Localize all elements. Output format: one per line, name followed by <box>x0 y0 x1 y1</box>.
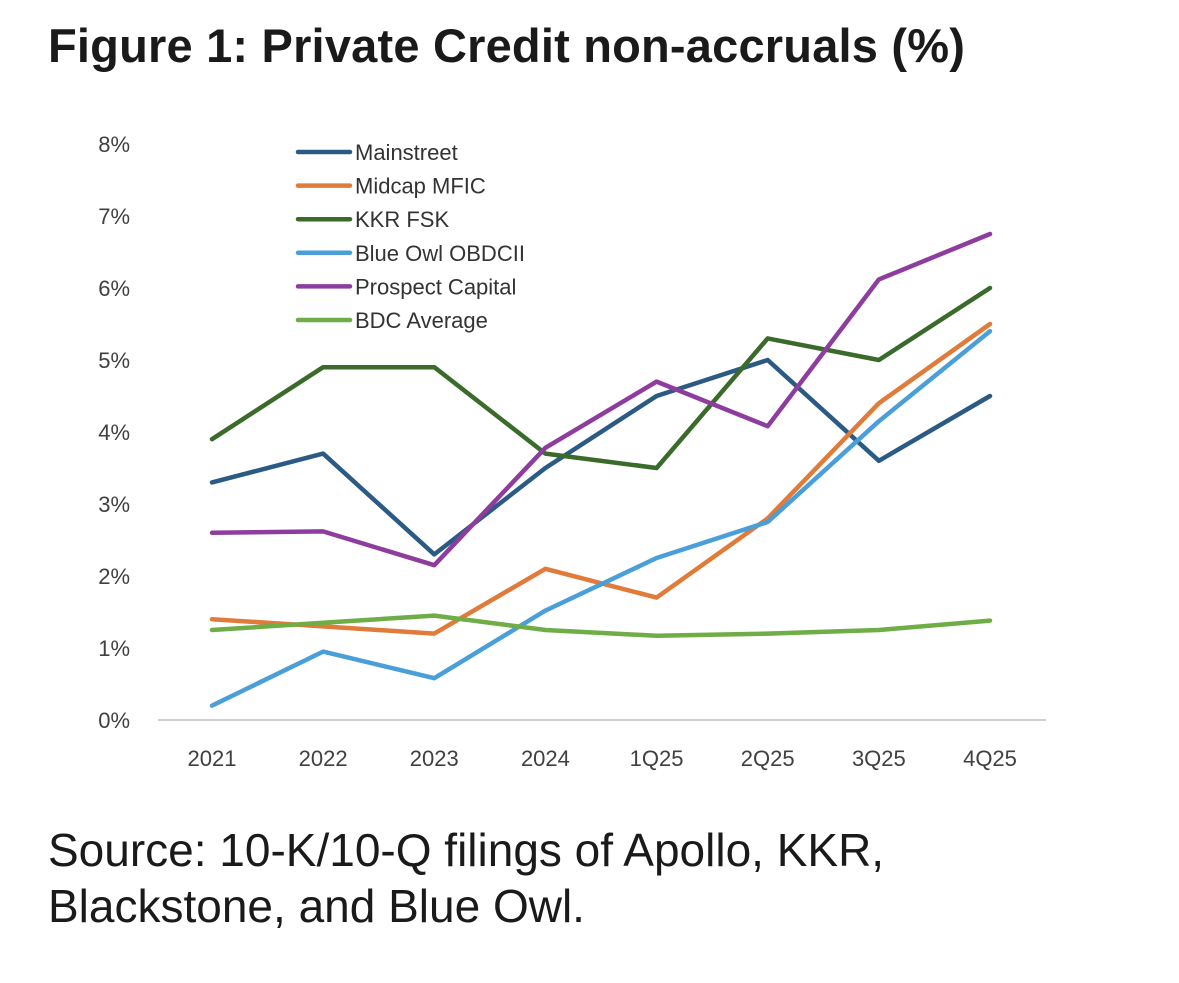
legend-label-mainstreet: Mainstreet <box>355 140 458 165</box>
x-tick-label: 3Q25 <box>852 746 906 771</box>
x-tick-label: 2022 <box>299 746 348 771</box>
chart-svg: 0%1%2%3%4%5%6%7%8% 2021 2022 2023 2024 1Q25 2… <box>98 132 1046 771</box>
y-axis-ticks: 0% 1% 2% 3% 4% 5% 6% 7% 8% <box>98 132 130 733</box>
x-tick-label: 2Q25 <box>741 746 795 771</box>
series-line-blue-owl-obdcii <box>209 328 993 708</box>
series-lines <box>209 231 993 708</box>
line-chart: 0% 1% 2% 3% 4% 5% 6% 7% 8% 2021 2022 2023 2024 1Q25 2… <box>0 100 1179 800</box>
y-tick-label: 1% <box>98 636 130 661</box>
x-tick-label: 2024 <box>521 746 570 771</box>
y-tick-label: 7% <box>98 204 130 229</box>
legend-label-blue-owl-obdcii: Blue Owl OBDCII <box>355 241 525 266</box>
y-tick-label: 0% <box>98 708 130 733</box>
legend-label-bdc-average: BDC Average <box>355 308 488 333</box>
legend-label-prospect-capital: Prospect Capital <box>355 274 516 299</box>
y-tick-label: 8% <box>98 132 130 157</box>
x-tick-label: 1Q25 <box>630 746 684 771</box>
source-line-1: Source: 10-K/10-Q filings of Apollo, KKR… <box>48 824 885 876</box>
legend: Mainstreet Midcap MFIC KKR FSK Blue Owl OBD… <box>295 140 525 333</box>
y-tick-label: 5% <box>98 348 130 373</box>
series-line-bdc-average <box>209 613 993 639</box>
y-tick-label: 3% <box>98 492 130 517</box>
x-tick-label: 4Q25 <box>963 746 1017 771</box>
source-note: Source: 10-K/10-Q filings of Apollo, KKR… <box>48 822 1128 934</box>
series-line-prospect-capital <box>209 231 993 568</box>
figure-title: Figure 1: Private Credit non-accruals (%… <box>48 19 966 72</box>
series-line-midcap-mfic <box>209 321 993 636</box>
y-tick-label: 4% <box>98 420 130 445</box>
legend-label-kkr-fsk: KKR FSK <box>355 207 449 232</box>
y-tick-label: 6% <box>98 276 130 301</box>
x-axis-ticks: 2021 2022 2023 2024 1Q25 2Q25 3Q25 4Q25 <box>188 746 1017 771</box>
legend-label-midcap-mfic: Midcap MFIC <box>355 174 486 199</box>
source-line-2: Blackstone, and Blue Owl. <box>48 880 585 932</box>
series-line-kkr-fsk <box>209 285 993 471</box>
series-line-mainstreet <box>209 357 993 557</box>
x-tick-label: 2021 <box>188 746 237 771</box>
y-tick-label: 2% <box>98 564 130 589</box>
x-tick-label: 2023 <box>410 746 459 771</box>
